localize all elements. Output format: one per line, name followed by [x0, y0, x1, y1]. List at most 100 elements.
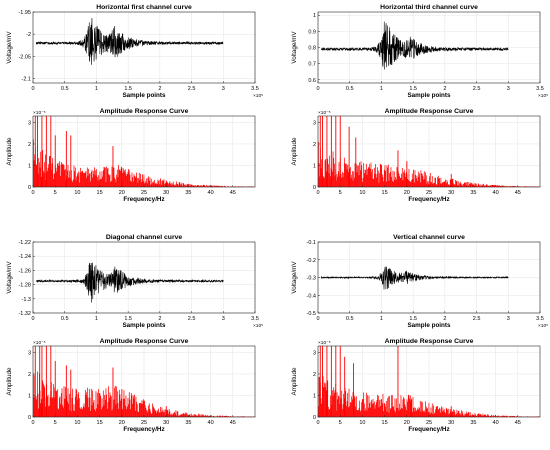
plot-2-bar [173, 182, 174, 187]
plot-6-bar [182, 414, 183, 417]
plot-8-bar [453, 412, 454, 417]
plot-8-bar [359, 408, 360, 417]
plot-8-bar [357, 410, 358, 417]
plot-6-bar [138, 412, 139, 418]
plot-6-bar [143, 399, 144, 417]
plot-4-bar [369, 164, 370, 187]
plot-2-bar [160, 178, 161, 187]
plot-2-bar [58, 166, 59, 187]
plot-8-bar [449, 414, 450, 417]
plot-8-bar [384, 403, 385, 417]
plot-2-bar [124, 170, 125, 187]
plot-8-bar [408, 395, 409, 417]
plot-4-bar [463, 184, 464, 187]
plot-2-bar [120, 169, 121, 187]
plot-2-bar [111, 181, 112, 187]
plot-2-bar [160, 180, 161, 187]
plot-1-axes [33, 12, 255, 83]
plot-2-bar [145, 181, 146, 187]
plot-4-bar [494, 185, 495, 187]
plot-8-bar [339, 396, 340, 417]
plot-8-xtick-label: 0 [316, 420, 319, 426]
plot-8-bar [428, 412, 429, 417]
plot-4-bar [439, 178, 440, 187]
plot-2-bar [100, 171, 101, 187]
plot-5-ytick-label: -1.22 [18, 240, 31, 246]
plot-6-xtick-label: 10 [74, 420, 80, 426]
plot-2-bar [139, 173, 140, 187]
plot-6-bar [78, 392, 79, 417]
plot-4-bar [327, 159, 328, 187]
plot-4-bar [431, 182, 432, 187]
plot-4-bar [414, 182, 415, 187]
plot-4-bar [465, 182, 466, 187]
plot-2-bar [110, 175, 111, 187]
plot-4-bar [334, 164, 335, 187]
plot-6-bar [65, 387, 66, 417]
plot-2-bar [153, 181, 154, 187]
plot-8-spike [335, 346, 336, 417]
plot-3-ytick-label: 0.6 [308, 78, 316, 84]
plot-6-bar [146, 410, 147, 417]
plot-4-bar [375, 164, 376, 187]
plot-2-bar [61, 162, 62, 187]
plot-8-bar [349, 406, 350, 417]
plot-4-bar [412, 174, 413, 187]
plot-2-bar [158, 181, 159, 187]
plot-2-bar [90, 173, 91, 187]
plot-6-bar [88, 398, 89, 417]
plot-4-bar [396, 179, 397, 187]
plot-8-bar [391, 408, 392, 417]
plot-8-bar [477, 414, 478, 417]
plot-2-xtick-label: 35 [185, 190, 191, 196]
plot-6-bar [112, 411, 113, 417]
plot-2-bar [159, 184, 160, 187]
plot-8-bar [425, 412, 426, 417]
plot-5-title: Diagonal channel curve [106, 234, 183, 241]
plot-6-bar [128, 398, 129, 417]
plot-4-bar [347, 169, 348, 187]
plot-4-bar [392, 181, 393, 187]
plot-2-bar [78, 175, 79, 187]
plot-8-bar [419, 408, 420, 417]
plot-6-bar [171, 415, 172, 417]
plot-8-bar [374, 401, 375, 417]
plot-6-bar [162, 411, 163, 417]
plot-5-ytick-label: -1.24 [18, 254, 31, 260]
plot-8-bar [389, 413, 390, 417]
plot-8-bar [413, 408, 414, 417]
plot-6-bar [101, 409, 102, 417]
plot-2-bar [172, 184, 173, 187]
plot-8-bar [424, 410, 425, 417]
plot-8-bar [395, 398, 396, 417]
plot-2-bar [144, 183, 145, 187]
plot-2-bar [36, 165, 37, 187]
plot-2-bar [140, 174, 141, 187]
plot-6-bar [142, 404, 143, 417]
plot-2-bar [104, 167, 105, 187]
plot-4-bar [367, 169, 368, 187]
plot-8-bar [459, 414, 460, 417]
plot-8-bar [469, 412, 470, 417]
plot-8-bar [466, 411, 467, 417]
plot-2-bar [154, 180, 155, 187]
plot-8-bar [459, 411, 460, 417]
plot-2-bar [88, 176, 89, 187]
plot-8-spike [322, 346, 323, 417]
plot-6-bar [83, 406, 84, 417]
plot-6-bar [110, 395, 111, 417]
plot-6-bar [132, 404, 133, 417]
plot-8-bar [433, 405, 434, 417]
plot-2-bar [43, 171, 44, 187]
plot-8-spike [353, 363, 354, 417]
plot-4-bar [441, 184, 442, 187]
plot-4-xtick-label: 5 [339, 190, 342, 196]
plot-8-bar [481, 414, 482, 417]
plot-4-bar [492, 185, 493, 187]
plot-2-bar [58, 163, 59, 187]
plot-8-bar [448, 409, 449, 417]
plot-2-bar [186, 184, 187, 187]
plot-2-bar [73, 179, 74, 187]
plot-2-bar [168, 184, 169, 187]
